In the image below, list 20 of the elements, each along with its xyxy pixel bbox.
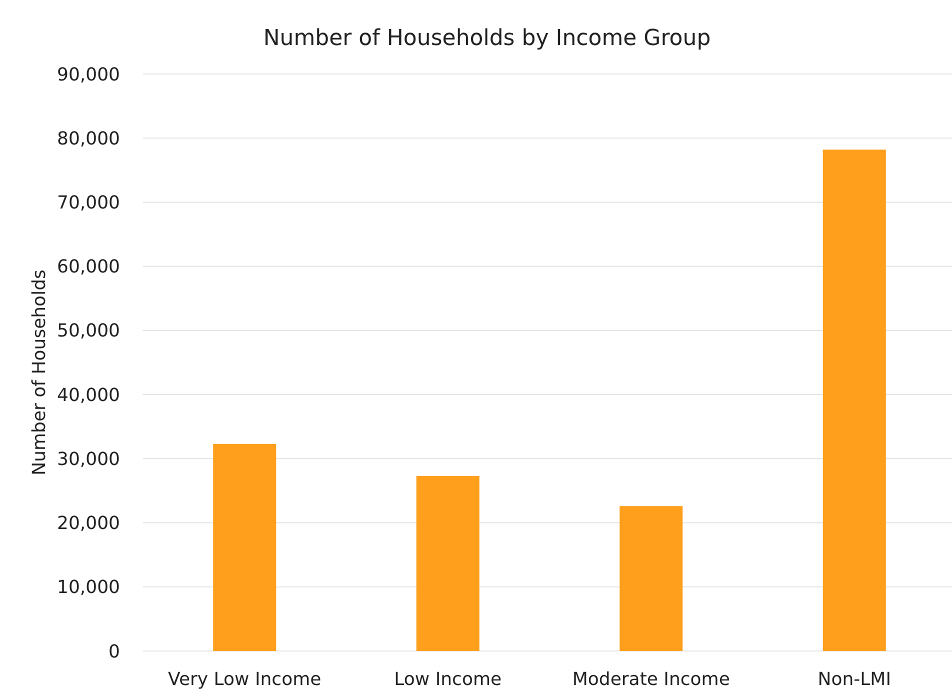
x-tick-label: Moderate Income (572, 669, 730, 690)
bar (620, 506, 683, 651)
y-tick-label: 40,000 (57, 384, 120, 406)
y-axis-title: Number of Households (29, 270, 50, 476)
x-tick-label: Non-LMI (818, 669, 891, 690)
y-tick-label: 90,000 (57, 64, 120, 86)
y-tick-label: 0 (108, 641, 120, 662)
y-tick-label: 70,000 (57, 192, 120, 214)
y-tick-label: 80,000 (57, 128, 120, 150)
y-tick-label: 20,000 (57, 513, 120, 534)
y-tick-label: 30,000 (57, 448, 120, 470)
x-tick-label: Very Low Income (168, 669, 322, 690)
y-tick-label: 10,000 (57, 577, 120, 598)
bar (213, 444, 276, 651)
x-tick-label: Low Income (394, 669, 502, 690)
bar (416, 476, 480, 651)
y-tick-label: 50,000 (57, 320, 120, 342)
bar (822, 150, 886, 651)
y-tick-label: 60,000 (57, 256, 120, 278)
chart-title: Number of Households by Income Group (263, 26, 711, 51)
